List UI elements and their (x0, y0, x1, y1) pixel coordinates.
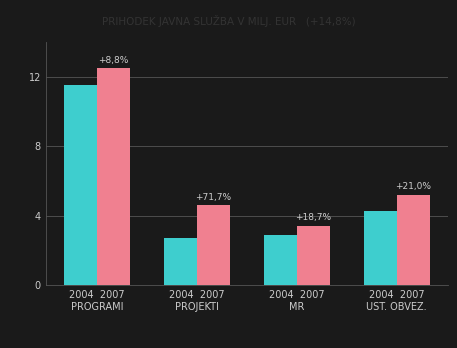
Bar (264, 235, 297, 285)
Bar (97, 68, 130, 285)
Bar (397, 195, 430, 285)
Bar (164, 238, 197, 285)
Bar (364, 211, 397, 285)
Text: +71,7%: +71,7% (195, 193, 231, 202)
Text: +8,8%: +8,8% (98, 56, 128, 65)
Bar (297, 226, 329, 285)
Bar (197, 205, 230, 285)
Text: +21,0%: +21,0% (395, 182, 431, 191)
Bar (64, 85, 97, 285)
Text: PRIHODEK JAVNA SLUŽBA V MILJ. EUR   (+14,8%): PRIHODEK JAVNA SLUŽBA V MILJ. EUR (+14,8… (102, 15, 355, 27)
Text: +18,7%: +18,7% (295, 213, 331, 222)
